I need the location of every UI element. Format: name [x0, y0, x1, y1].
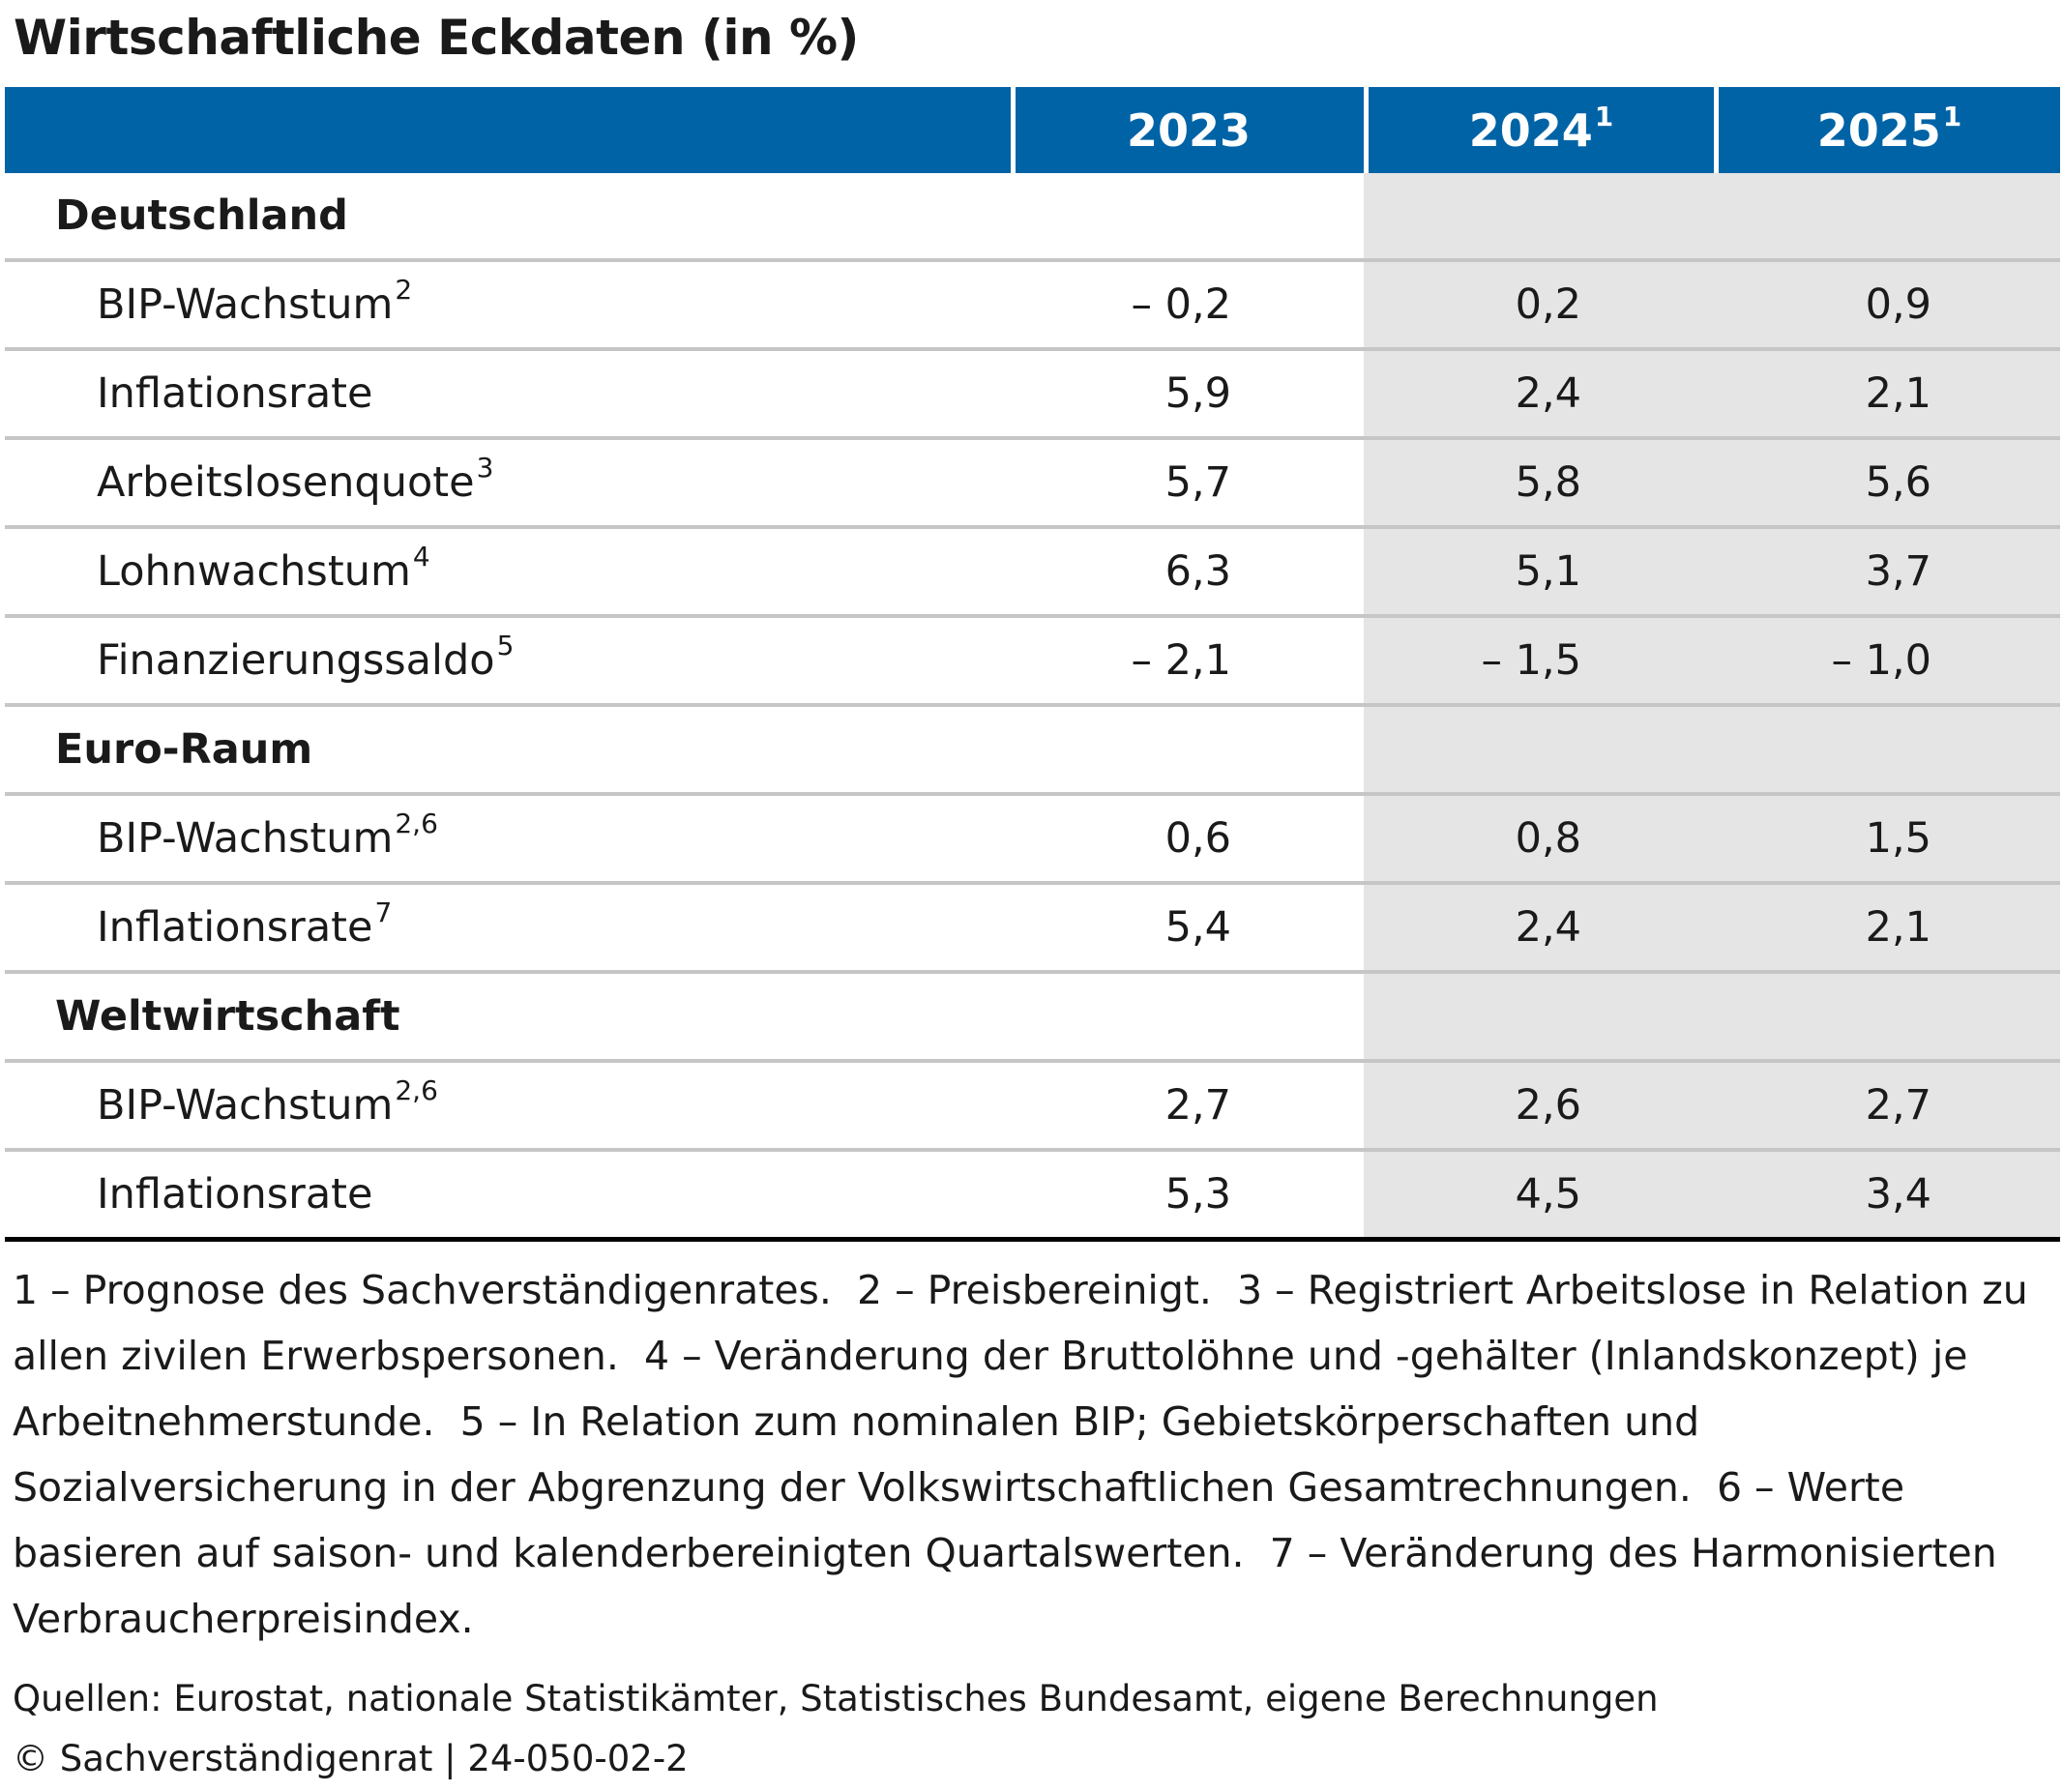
value-cell: 2,4	[1515, 903, 1581, 952]
value-cell: 2,1	[1865, 903, 1931, 952]
row-label-text: BIP-Wachstum	[97, 1081, 394, 1130]
section-label: Deutschland	[55, 191, 348, 240]
header-year: 2025	[1816, 103, 1941, 157]
table-row: Inflationsrate 5,3 4,5 3,4	[5, 1152, 2060, 1242]
row-label: Finanzierungssaldo 5	[97, 618, 514, 703]
row-label: Inflationsrate	[97, 1152, 372, 1237]
forecast-shading	[1364, 173, 2060, 1242]
section-row: Euro-Raum	[5, 707, 2060, 796]
value-cell: 2,7	[1164, 1081, 1231, 1130]
value-cell: 0,9	[1865, 280, 1931, 329]
row-label: Lohnwachstum 4	[97, 529, 430, 614]
header-cell-2025: 2025 1	[1719, 87, 2060, 173]
footnote-item: 7 – Veränderung des Harmonisierten Verbr…	[13, 1530, 1997, 1642]
table-row: BIP-Wachstum 2,6 2,7 2,6 2,7	[5, 1063, 2060, 1152]
value-cell: 5,7	[1164, 458, 1231, 507]
footnote-item: 1 – Prognose des Sachverständigenrates.	[13, 1267, 832, 1313]
value-cell: 3,7	[1865, 547, 1931, 596]
value-cell: – 1,0	[1831, 636, 1931, 685]
footnote-mark: 4	[412, 540, 430, 573]
table-row: Arbeitslosenquote 3 5,7 5,8 5,6	[5, 440, 2060, 529]
value-cell: 5,3	[1164, 1170, 1231, 1219]
value-cell: 5,9	[1164, 369, 1231, 418]
value-cell: – 1,5	[1481, 636, 1581, 685]
footnote-mark: 3	[476, 451, 494, 484]
value-cell: 3,4	[1865, 1170, 1931, 1219]
row-label-text: BIP-Wachstum	[97, 280, 394, 329]
row-label-text: Lohnwachstum	[97, 547, 411, 596]
table-row: BIP-Wachstum 2 – 0,2 0,2 0,9	[5, 262, 2060, 351]
footnote-item: 6 – Werte basieren auf saison- und kalen…	[13, 1464, 1905, 1576]
row-label: Inflationsrate 7	[97, 885, 392, 970]
table-row: Inflationsrate 7 5,4 2,4 2,1	[5, 885, 2060, 974]
row-label: Inflationsrate	[97, 351, 372, 436]
value-cell: 0,8	[1515, 814, 1581, 863]
row-label: BIP-Wachstum 2	[97, 262, 412, 347]
chart-title: Wirtschaftliche Eckdaten (in %)	[14, 10, 859, 66]
value-cell: 2,6	[1515, 1081, 1581, 1130]
footnote-item: 3 – Registriert Arbeitslose in Relation …	[13, 1267, 2028, 1379]
source-note: Quellen: Eurostat, nationale Statistikäm…	[13, 1678, 1659, 1719]
table-body: Deutschland BIP-Wachstum 2– 0,2 0,2 0,9 Infla…	[5, 173, 2060, 1242]
value-cell: 2,4	[1515, 369, 1581, 418]
row-label: Arbeitslosenquote 3	[97, 440, 493, 525]
value-cell: – 0,2	[1131, 280, 1231, 329]
value-cell: 5,1	[1515, 547, 1581, 596]
value-cell: 6,3	[1164, 547, 1231, 596]
value-cell: 0,2	[1515, 280, 1581, 329]
header-cell-blank	[5, 87, 1011, 173]
row-label: BIP-Wachstum 2,6	[97, 796, 438, 881]
value-cell: 2,1	[1865, 369, 1931, 418]
header-year: 2024	[1468, 103, 1593, 157]
value-cell: – 2,1	[1131, 636, 1231, 685]
header-cell-2023: 2023	[1016, 87, 1364, 173]
footnote-mark: 7	[374, 896, 393, 928]
footnote-mark: 5	[496, 629, 515, 661]
value-cell: 4,5	[1515, 1170, 1581, 1219]
row-label-text: Inflationsrate	[97, 1170, 373, 1219]
table-row: Lohnwachstum 4 6,3 5,1 3,7	[5, 529, 2060, 618]
row-label-text: Inflationsrate	[97, 369, 373, 418]
header-footnote-mark: 1	[1594, 101, 1614, 132]
footnote-mark: 2,6	[395, 1073, 438, 1106]
section-row: Weltwirtschaft	[5, 974, 2060, 1063]
table-row: Inflationsrate 5,9 2,4 2,1	[5, 351, 2060, 440]
footnote-mark: 2	[395, 273, 413, 306]
section-label: Weltwirtschaft	[55, 992, 400, 1041]
table-row: BIP-Wachstum 2,6 0,6 0,8 1,5	[5, 796, 2060, 885]
section-row: Deutschland	[5, 173, 2060, 262]
row-label-text: BIP-Wachstum	[97, 814, 394, 863]
row-label: BIP-Wachstum 2,6	[97, 1063, 438, 1148]
table-row: Finanzierungssaldo 5 – 2,1 – 1,5 – 1,0	[5, 618, 2060, 707]
footnote-item: 4 – Veränderung der Bruttolöhne und -geh…	[13, 1333, 1968, 1445]
footnote-item: 2 – Preisbereinigt.	[857, 1267, 1212, 1313]
value-cell: 5,8	[1515, 458, 1581, 507]
value-cell: 1,5	[1865, 814, 1931, 863]
value-cell: 5,4	[1164, 903, 1231, 952]
footnote-item: 5 – In Relation zum nominalen BIP; Gebie…	[13, 1398, 1700, 1511]
row-label-text: Finanzierungssaldo	[97, 636, 495, 685]
copyright-note: © Sachverständigenrat | 24-050-02-2	[13, 1738, 689, 1779]
footnote-mark: 2,6	[395, 807, 438, 839]
footnotes: 1 – Prognose des Sachverständigenrates. …	[13, 1257, 2053, 1652]
row-label-text: Inflationsrate	[97, 903, 373, 952]
section-label: Euro-Raum	[55, 725, 313, 774]
value-cell: 5,6	[1865, 458, 1931, 507]
row-label-text: Arbeitslosenquote	[97, 458, 475, 507]
header-footnote-mark: 1	[1942, 101, 1962, 132]
data-table: 2023 2024 1 2025 1 Deutschland BIP-Wachstum…	[5, 87, 2060, 1242]
value-cell: 0,6	[1164, 814, 1231, 863]
header-year: 2023	[1126, 103, 1252, 157]
table-header: 2023 2024 1 2025 1	[5, 87, 2060, 173]
value-cell: 2,7	[1865, 1081, 1931, 1130]
header-cell-2024: 2024 1	[1369, 87, 1714, 173]
